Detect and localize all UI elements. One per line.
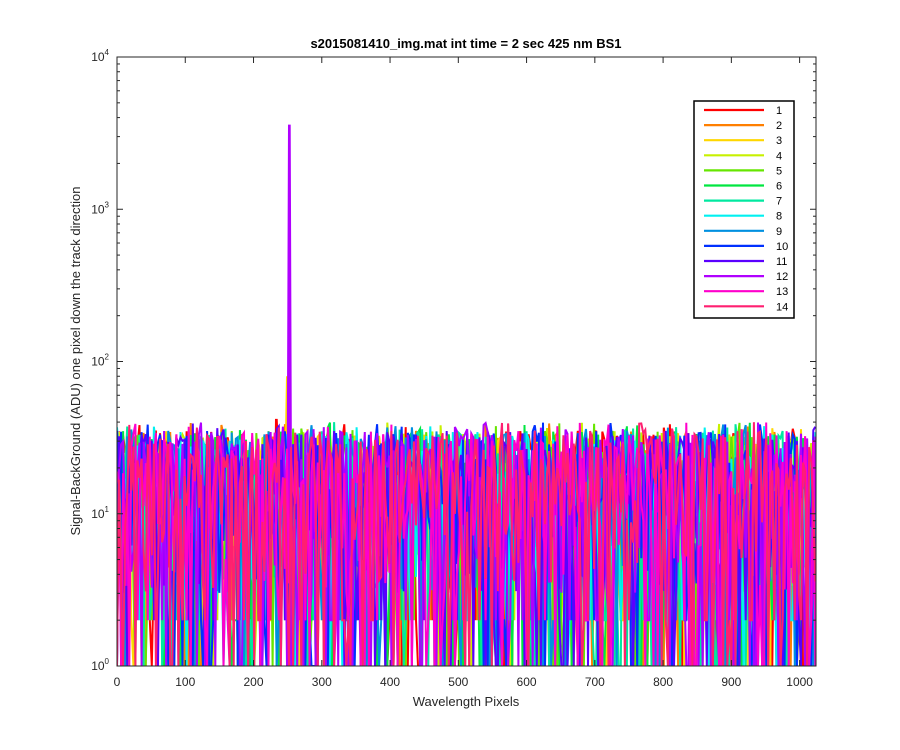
- legend-label-1: 1: [776, 105, 782, 117]
- legend-label-12: 12: [776, 271, 788, 283]
- y-tick-label: 103: [91, 200, 109, 216]
- legend-label-14: 14: [776, 301, 788, 313]
- legend-label-13: 13: [776, 286, 788, 298]
- legend-label-3: 3: [776, 135, 782, 147]
- legend-label-2: 2: [776, 120, 782, 132]
- legend-label-9: 9: [776, 226, 782, 238]
- x-tick-label: 500: [448, 675, 468, 689]
- series-line-10: [117, 422, 816, 666]
- series-line-13: [117, 422, 816, 666]
- x-tick-label: 1000: [786, 675, 813, 689]
- legend-label-6: 6: [776, 181, 782, 193]
- series-line-12: [117, 124, 816, 666]
- x-tick-label: 700: [585, 675, 605, 689]
- x-tick-label: 100: [175, 675, 195, 689]
- x-tick-label: 0: [114, 675, 121, 689]
- series-layer: [117, 124, 816, 666]
- x-tick-label: 800: [653, 675, 673, 689]
- y-tick-label: 102: [91, 353, 109, 369]
- legend-label-11: 11: [776, 256, 787, 268]
- legend-label-8: 8: [776, 211, 782, 223]
- x-tick-label: 400: [380, 675, 400, 689]
- legend-label-5: 5: [776, 165, 782, 177]
- legend-box: [693, 100, 795, 319]
- y-tick-label: 104: [91, 48, 109, 64]
- legend-label-7: 7: [776, 196, 782, 208]
- x-tick-label: 900: [721, 675, 741, 689]
- chart-title: s2015081410_img.mat int time = 2 sec 425…: [310, 36, 621, 51]
- x-tick-label: 600: [517, 675, 537, 689]
- y-axis-label: Signal-BackGround (ADU) one pixel down t…: [68, 186, 83, 535]
- legend-label-4: 4: [776, 150, 782, 162]
- series-line-14: [117, 422, 816, 666]
- x-axis: 0 100 200 300 400 500 600 700 800 900 1000: [114, 57, 813, 689]
- x-tick-label: 300: [312, 675, 332, 689]
- legend-label-10: 10: [776, 241, 788, 253]
- y-tick-label: 101: [91, 505, 109, 521]
- x-tick-label: 200: [244, 675, 264, 689]
- y-tick-label: 100: [91, 657, 109, 673]
- x-axis-label: Wavelength Pixels: [413, 694, 520, 709]
